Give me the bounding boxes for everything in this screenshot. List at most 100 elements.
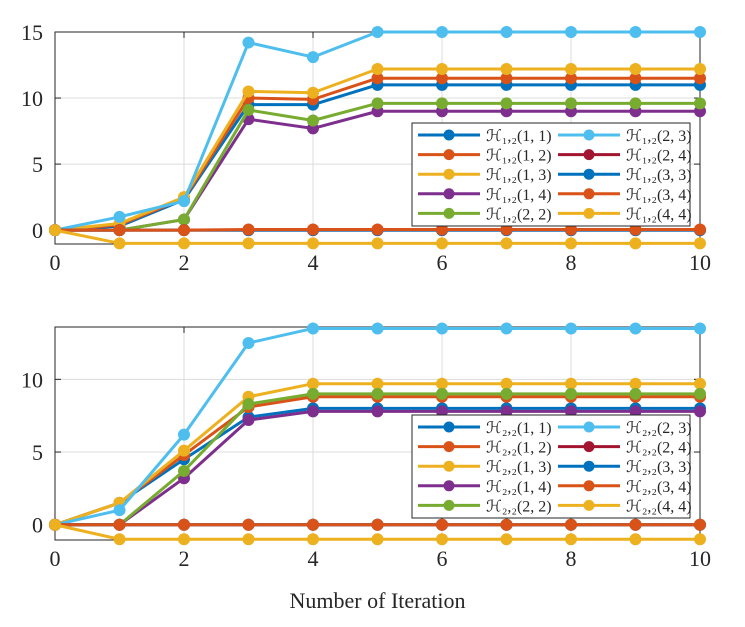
data-point	[500, 518, 513, 531]
data-point	[500, 237, 513, 250]
data-point	[49, 224, 61, 237]
legend-swatch-marker	[443, 207, 455, 219]
data-point	[242, 85, 255, 98]
series-line	[49, 224, 706, 250]
x-tick-label: 8	[566, 546, 577, 571]
legend-label: ℋ₁,₂(2, 2)	[486, 206, 552, 223]
legend-item: ℋ₂,₂(1, 2)	[418, 440, 552, 457]
data-point	[694, 62, 706, 75]
legend-label: ℋ₂,₂(1, 1)	[486, 420, 552, 437]
data-point	[629, 405, 642, 418]
data-point	[371, 322, 384, 335]
data-point	[242, 103, 255, 116]
data-point	[565, 533, 577, 546]
data-point	[178, 213, 190, 226]
legend-label: ℋ₁,₂(1, 1)	[486, 128, 552, 145]
data-point	[307, 223, 319, 236]
legend-label: ℋ₂,₂(2, 3)	[626, 420, 692, 437]
y-tick-label: 15	[21, 20, 43, 45]
legend-swatch-marker	[443, 168, 455, 180]
data-point	[242, 398, 255, 411]
legend-label: ℋ₁,₂(1, 3)	[486, 167, 552, 184]
legend-label: ℋ₂,₂(1, 3)	[486, 459, 552, 476]
data-point	[307, 405, 319, 418]
data-point	[307, 377, 319, 390]
data-point	[178, 518, 190, 531]
legend-item: ℋ₁,₂(1, 1)	[418, 128, 552, 145]
legend-swatch-marker	[443, 460, 455, 472]
legend-item: ℋ₁,₂(3, 3)	[558, 167, 692, 184]
legend-swatch-marker	[583, 460, 595, 472]
x-tick-label: 2	[179, 250, 190, 275]
data-point	[500, 26, 513, 38]
data-point	[565, 97, 577, 110]
legend-label: ℋ₁,₂(3, 3)	[626, 167, 692, 184]
legend-swatch-marker	[583, 188, 595, 200]
legend-label: ℋ₁,₂(3, 4)	[626, 187, 692, 204]
x-tick-label: 2	[179, 546, 190, 571]
data-point	[565, 518, 577, 531]
data-point	[436, 237, 448, 250]
data-point	[629, 97, 642, 110]
x-tick-label: 4	[308, 250, 319, 275]
data-point	[694, 377, 706, 390]
legend-label: ℋ₂,₂(2, 2)	[486, 498, 552, 515]
legend-item: ℋ₂,₂(1, 3)	[418, 459, 552, 476]
x-tick-label: 8	[566, 250, 577, 275]
legend-label: ℋ₁,₂(4, 4)	[626, 206, 692, 223]
data-point	[629, 237, 642, 250]
data-point	[242, 414, 255, 427]
data-point	[242, 533, 255, 546]
data-point	[436, 377, 448, 390]
data-point	[49, 518, 61, 531]
legend-item: ℋ₂,₂(1, 4)	[418, 479, 552, 496]
legend-label: ℋ₁,₂(2, 4)	[626, 148, 692, 165]
data-point	[500, 405, 513, 418]
data-point	[436, 387, 448, 400]
x-axis-label: Number of Iteration	[290, 588, 466, 613]
data-point	[694, 533, 706, 546]
data-point	[500, 387, 513, 400]
y-tick-label: 10	[21, 367, 43, 392]
data-point	[629, 518, 642, 531]
x-tick-label: 0	[50, 250, 61, 275]
legend-swatch-marker	[583, 168, 595, 180]
data-point	[371, 405, 384, 418]
legend-item: ℋ₂,₂(2, 3)	[558, 420, 692, 437]
data-point	[307, 237, 319, 250]
data-point	[565, 237, 577, 250]
data-point	[500, 72, 513, 85]
legend-item: ℋ₁,₂(2, 4)	[558, 148, 692, 165]
data-point	[178, 428, 190, 441]
y-tick-label: 0	[32, 218, 43, 243]
data-point	[178, 237, 190, 250]
legend-item: ℋ₂,₂(1, 1)	[418, 420, 552, 437]
legend-label: ℋ₁,₂(1, 2)	[486, 148, 552, 165]
data-point	[500, 97, 513, 110]
data-point	[371, 237, 384, 250]
data-point	[500, 322, 513, 335]
data-point	[436, 62, 448, 75]
data-point	[629, 62, 642, 75]
data-point	[113, 237, 126, 250]
data-point	[371, 62, 384, 75]
data-point	[694, 97, 706, 110]
data-point	[371, 26, 384, 38]
data-point	[371, 518, 384, 531]
data-point	[565, 322, 577, 335]
legend-item: ℋ₁,₂(2, 3)	[558, 128, 692, 145]
data-point	[113, 224, 126, 237]
series-line	[49, 518, 706, 531]
legend-swatch-marker	[443, 441, 455, 453]
data-point	[307, 114, 319, 127]
legend-swatch-marker	[443, 149, 455, 161]
legend-swatch-marker	[583, 129, 595, 141]
plot-panel-2: 0 2 4 6 8 10 0 5 10 ℋ₂,₂(1, 1) ℋ₂,₂(1, 2) ℋ₂,₂(1, 3…	[21, 322, 711, 613]
data-point	[436, 72, 448, 85]
data-point	[371, 387, 384, 400]
data-point	[694, 26, 706, 38]
data-point	[113, 504, 126, 517]
legend-label: ℋ₁,₂(2, 3)	[626, 128, 692, 145]
legend-item: ℋ₂,₂(3, 3)	[558, 459, 692, 476]
